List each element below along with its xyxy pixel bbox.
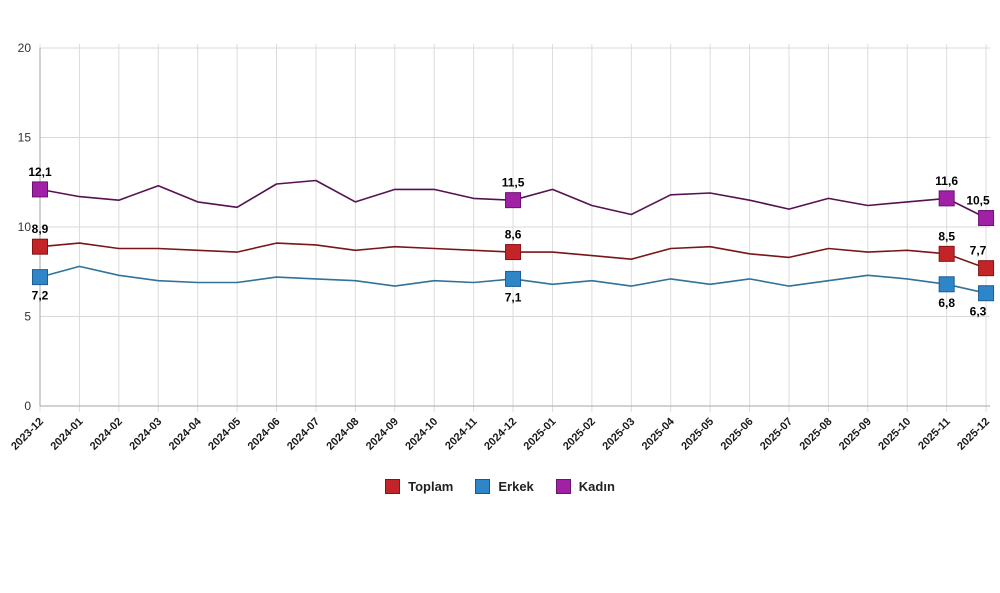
data-label-erkek-2025-12: 6,3 bbox=[970, 305, 987, 319]
x-axis-tick-label: 2024-03 bbox=[127, 416, 164, 453]
data-label-erkek-2024-12: 7,1 bbox=[505, 290, 522, 304]
x-axis-tick-label: 2024-11 bbox=[443, 416, 480, 453]
legend-item-erkek[interactable]: Erkek bbox=[475, 479, 534, 494]
y-axis-tick-label: 10 bbox=[18, 220, 32, 234]
data-label-erkek-2023-12: 7,2 bbox=[32, 289, 49, 303]
data-label-kadın-2024-12: 11,5 bbox=[502, 176, 525, 190]
y-axis-tick-label: 5 bbox=[24, 310, 31, 324]
x-axis-tick-label: 2024-07 bbox=[285, 416, 322, 453]
data-label-toplam-2025-11: 8,5 bbox=[938, 229, 955, 243]
marker-erkek-2023-12 bbox=[32, 269, 48, 286]
chart-legend: Toplam Erkek Kadın bbox=[0, 479, 1000, 494]
data-label-erkek-2025-11: 6,8 bbox=[938, 296, 955, 310]
x-axis-tick-label: 2025-10 bbox=[876, 416, 913, 453]
legend-label-erkek: Erkek bbox=[498, 479, 534, 494]
y-axis-tick-label: 20 bbox=[18, 41, 32, 55]
marker-toplam-2024-12 bbox=[505, 244, 522, 261]
marker-erkek-2025-11 bbox=[938, 276, 955, 293]
y-axis-tick-label: 15 bbox=[18, 131, 32, 145]
x-axis-tick-label: 2024-02 bbox=[88, 416, 125, 453]
x-axis-tick-label: 2024-04 bbox=[167, 415, 205, 453]
marker-erkek-2024-12 bbox=[505, 270, 522, 287]
x-axis-tick-label: 2025-06 bbox=[719, 416, 756, 453]
x-axis-tick-label: 2024-10 bbox=[403, 416, 440, 453]
legend-label-toplam: Toplam bbox=[408, 479, 454, 494]
x-axis-tick-label: 2024-12 bbox=[482, 416, 519, 453]
marker-erkek-2025-12 bbox=[978, 285, 995, 302]
x-axis-tick-label: 2025-07 bbox=[758, 416, 795, 453]
marker-kadın-2024-12 bbox=[505, 192, 522, 209]
marker-toplam-2023-12 bbox=[32, 238, 48, 255]
legend-swatch-kadin bbox=[555, 479, 571, 494]
marker-kadın-2023-12 bbox=[32, 181, 48, 198]
x-axis-tick-label: 2024-05 bbox=[206, 416, 243, 453]
legend-item-toplam[interactable]: Toplam bbox=[385, 479, 453, 494]
x-axis-tick-label: 2025-01 bbox=[522, 416, 559, 453]
x-axis-tick-label: 2024-08 bbox=[324, 416, 361, 453]
x-axis-tick-label: 2025-05 bbox=[679, 416, 716, 453]
legend-swatch-toplam bbox=[385, 479, 401, 494]
data-label-kadın-2023-12: 12,1 bbox=[28, 165, 52, 179]
data-label-toplam-2023-12: 8,9 bbox=[32, 222, 49, 236]
x-axis-tick-label: 2025-09 bbox=[837, 416, 874, 453]
x-axis-tick-label: 2025-02 bbox=[561, 416, 598, 453]
x-axis-tick-label: 2023-12 bbox=[9, 416, 46, 453]
x-axis-tick-label: 2025-04 bbox=[640, 415, 678, 453]
data-label-kadın-2025-11: 11,6 bbox=[935, 174, 958, 188]
x-axis-tick-label: 2025-11 bbox=[916, 416, 953, 453]
data-label-toplam-2025-12: 7,7 bbox=[970, 244, 987, 258]
x-axis-tick-label: 2025-03 bbox=[600, 416, 637, 453]
x-axis-tick-label: 2024-06 bbox=[246, 416, 283, 453]
data-label-toplam-2024-12: 8,6 bbox=[505, 228, 522, 242]
x-axis-tick-label: 2024-01 bbox=[49, 416, 86, 453]
legend-swatch-erkek bbox=[475, 479, 491, 494]
marker-kadın-2025-12 bbox=[978, 210, 995, 227]
legend-label-kadin: Kadın bbox=[578, 479, 615, 494]
marker-toplam-2025-12 bbox=[978, 260, 995, 277]
legend-item-kadin[interactable]: Kadın bbox=[555, 479, 615, 494]
x-axis-tick-label: 2025-08 bbox=[797, 416, 834, 453]
x-axis-tick-label: 2025-12 bbox=[955, 416, 992, 453]
y-axis-tick-label: 0 bbox=[24, 399, 31, 413]
marker-toplam-2025-11 bbox=[938, 245, 955, 262]
x-axis-tick-label: 2024-09 bbox=[364, 416, 401, 453]
data-label-kadın-2025-12: 10,5 bbox=[966, 194, 990, 208]
marker-kadın-2025-11 bbox=[938, 190, 955, 207]
